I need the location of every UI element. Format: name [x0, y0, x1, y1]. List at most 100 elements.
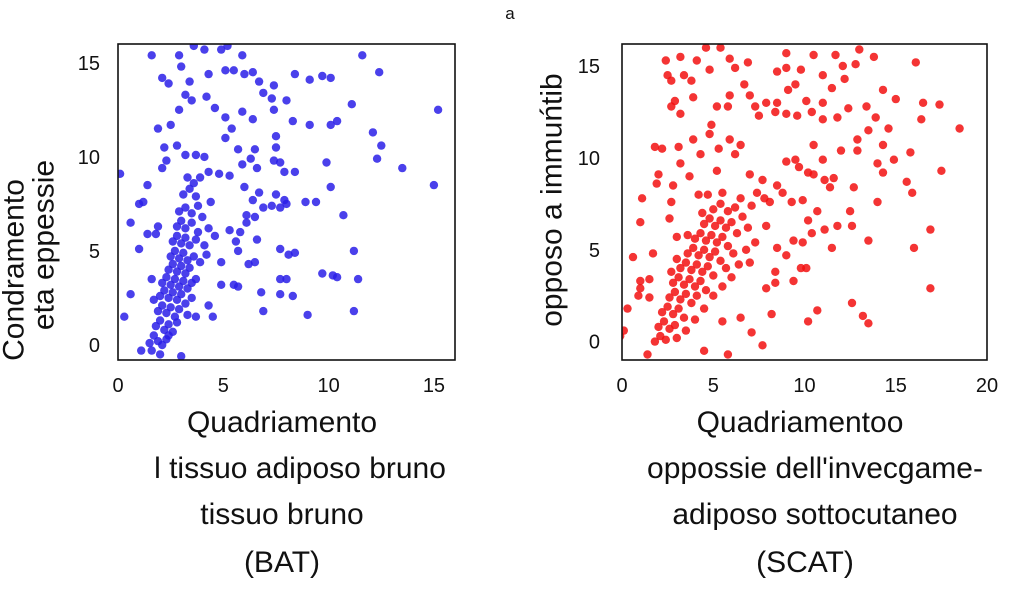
data-point	[694, 190, 703, 199]
data-point	[126, 218, 135, 227]
data-point	[698, 267, 707, 276]
data-point	[758, 175, 767, 185]
data-point	[745, 91, 754, 100]
data-point	[170, 274, 180, 284]
data-point	[650, 142, 660, 152]
panel-label: a	[505, 4, 515, 23]
data-point	[177, 290, 186, 299]
data-point	[358, 51, 367, 60]
data-point	[202, 92, 211, 101]
data-point	[831, 50, 840, 60]
data-point	[794, 162, 804, 172]
data-point	[679, 280, 689, 289]
data-point	[311, 197, 321, 207]
data-point	[809, 170, 818, 179]
data-point	[238, 160, 247, 169]
data-point	[721, 263, 731, 273]
data-point	[208, 312, 217, 321]
data-point	[783, 85, 793, 95]
x-tick-label: 5	[218, 375, 229, 397]
data-point	[699, 219, 709, 229]
data-point	[707, 230, 716, 240]
data-point	[269, 105, 279, 115]
data-point	[668, 181, 678, 190]
data-point	[158, 301, 167, 310]
data-point	[681, 258, 691, 267]
data-point	[707, 120, 716, 129]
data-point	[326, 182, 335, 192]
data-point	[667, 76, 676, 85]
data-point	[174, 305, 184, 314]
data-point	[803, 216, 813, 225]
bat-scatter-panel: 0 5 10 15 0 5 10 15 Quadriamento l tissuo adiposo…	[0, 43, 456, 579]
data-point	[242, 218, 251, 227]
data-point	[665, 214, 674, 223]
data-point	[147, 346, 156, 355]
x-tick-label: 20	[976, 375, 998, 397]
data-point	[683, 249, 692, 258]
data-point	[429, 180, 439, 190]
data-point	[802, 263, 811, 273]
data-point	[853, 135, 862, 144]
data-point	[250, 258, 260, 267]
data-point	[809, 50, 818, 60]
data-point	[690, 315, 700, 324]
data-point	[162, 308, 171, 318]
data-point	[276, 290, 285, 299]
data-point	[162, 156, 171, 165]
data-point	[657, 144, 667, 153]
x-tick-label: 15	[423, 375, 445, 397]
data-point	[654, 322, 663, 332]
data-point	[778, 188, 787, 197]
data-point	[168, 259, 177, 269]
data-point	[818, 115, 827, 124]
data-point	[179, 248, 188, 257]
data-point	[174, 51, 184, 60]
data-point	[698, 208, 707, 218]
data-point	[909, 243, 919, 253]
data-point	[694, 251, 703, 260]
data-point	[166, 303, 175, 312]
data-point	[760, 194, 769, 203]
data-point	[217, 45, 226, 54]
data-point	[229, 66, 238, 75]
data-point	[871, 113, 880, 122]
data-point	[276, 203, 285, 212]
y-tick-label: 0	[589, 332, 600, 354]
data-point	[676, 109, 685, 119]
data-point	[305, 120, 314, 130]
x-tick-label: 5	[708, 375, 719, 397]
data-point	[636, 276, 645, 286]
data-point	[818, 98, 827, 108]
data-point	[126, 290, 135, 299]
data-point	[701, 236, 711, 245]
data-point	[271, 132, 281, 141]
data-point	[187, 218, 196, 227]
data-point	[259, 88, 268, 98]
data-point	[813, 207, 822, 216]
data-point	[250, 145, 260, 154]
data-point	[772, 181, 782, 190]
data-point	[221, 66, 230, 75]
data-point	[643, 350, 652, 359]
data-point	[134, 199, 144, 209]
data-point	[271, 143, 281, 152]
data-point	[339, 211, 348, 220]
data-point	[326, 73, 335, 83]
data-point	[375, 68, 384, 77]
data-point	[254, 188, 264, 197]
data-point	[276, 274, 285, 284]
data-point	[181, 203, 190, 212]
data-point	[143, 229, 152, 239]
data-point	[137, 346, 146, 355]
data-point	[791, 155, 800, 164]
data-point	[767, 309, 776, 319]
data-point	[183, 256, 192, 265]
data-point	[164, 79, 173, 88]
data-point	[736, 140, 745, 150]
data-point	[269, 156, 279, 165]
data-point	[676, 159, 685, 168]
x-axis-label-line: l tissuo adiposo bruno	[154, 452, 446, 485]
data-point	[248, 68, 257, 77]
